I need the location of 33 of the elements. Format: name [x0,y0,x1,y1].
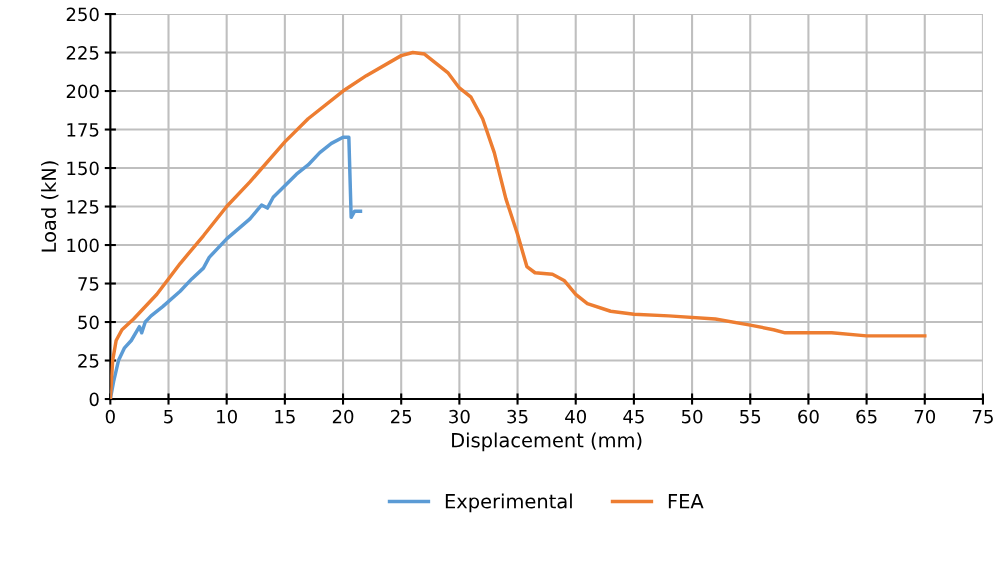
y-tick-label: 250 [66,7,99,22]
x-tick-label: 30 [449,409,470,424]
x-tick-label: 5 [164,409,173,424]
x-tick-label: 15 [275,409,295,424]
x-tick-label: 10 [217,409,237,424]
legend-label: Experimental [445,493,572,513]
y-tick-label: 150 [67,161,99,176]
x-axis-title: Displacement (mm) [452,432,642,452]
x-tick-label: 25 [391,409,412,424]
y-tick-label: 125 [67,199,99,214]
y-tick-label: 200 [66,84,99,99]
y-tick-label: 100 [67,238,99,253]
y-tick-label: 225 [66,46,99,60]
x-tick-label: 0 [105,409,115,424]
x-tick-label: 40 [565,409,587,424]
y-tick-label: 75 [78,277,99,291]
y-tick-label: 0 [89,392,99,407]
y-tick-label: 50 [78,315,99,330]
x-tick-label: 20 [332,409,354,424]
x-tick-label: 75 [972,409,993,424]
x-tick-label: 45 [623,409,644,424]
y-axis-title: Load (kN) [41,161,59,252]
line-series [110,50,927,400]
line-series [110,135,363,400]
x-tick-label: 60 [798,409,819,424]
x-tick-label: 50 [681,409,703,424]
x-tick-label: 70 [914,409,936,424]
legend-label: FEA [668,494,704,509]
x-tick-label: 35 [507,409,528,424]
y-tick-label: 175 [67,123,99,137]
x-tick-label: 65 [856,409,877,424]
x-tick-label: 55 [740,409,761,424]
y-tick-label: 25 [78,353,99,368]
